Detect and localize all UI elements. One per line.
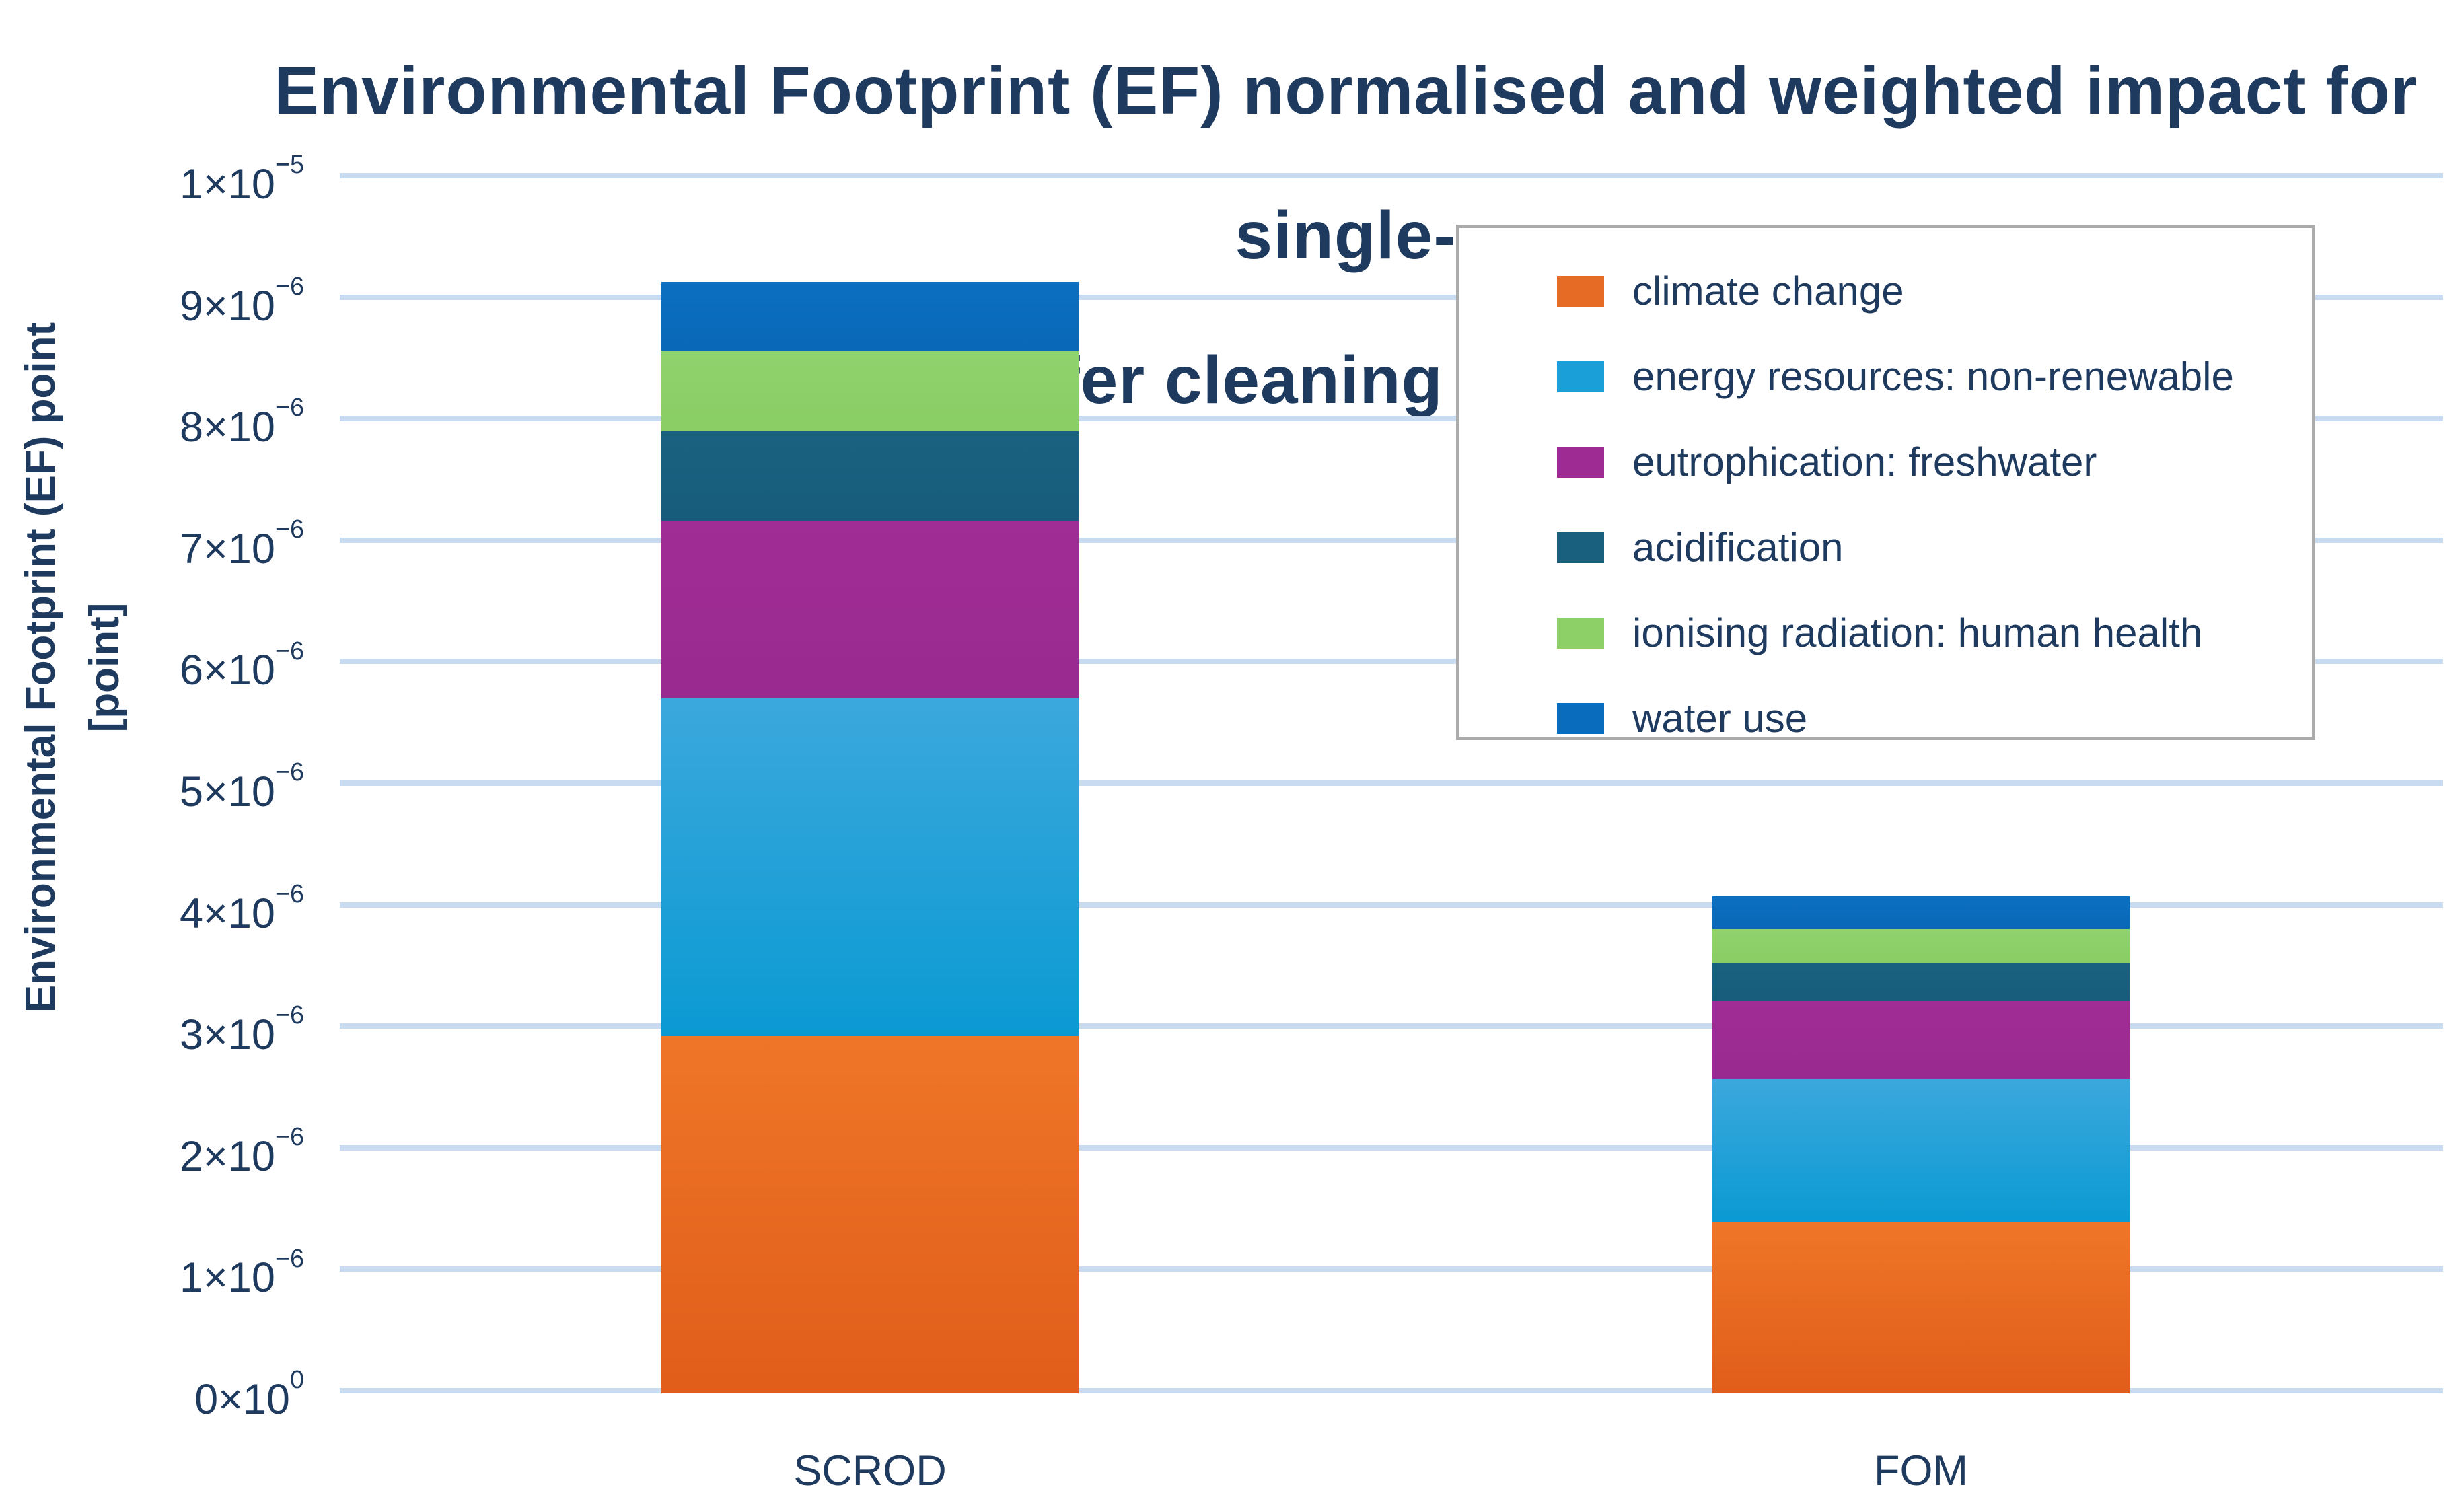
legend-item: eutrophication: freshwater: [1459, 419, 2312, 505]
legend-item: water use: [1459, 676, 2312, 761]
y-tick-label: 4×10−6: [180, 879, 304, 937]
legend: climate change energy resources: non-rene…: [1456, 225, 2315, 741]
bar-segment: [661, 281, 1079, 351]
legend-label: water use: [1632, 696, 1808, 741]
bar-scrod: [661, 281, 1079, 1393]
gridline: [340, 1144, 2443, 1151]
legend-label: climate change: [1632, 268, 1904, 314]
x-axis-label-scrod: SCROD: [793, 1447, 947, 1493]
legend-item: energy resources: non-renewable: [1459, 334, 2312, 419]
gridline: [340, 294, 2443, 300]
y-tick-label: 7×10−6: [180, 515, 304, 573]
legend-swatch: [1557, 617, 1604, 649]
bar-segment: [1712, 929, 2130, 963]
bar-segment: [1712, 963, 2130, 1001]
gridline: [340, 1023, 2443, 1029]
bar-segment: [1712, 1222, 2130, 1393]
bar-segment: [661, 698, 1079, 1037]
gridline: [340, 780, 2443, 786]
y-tick-label: 9×10−6: [180, 272, 304, 330]
legend-swatch: [1557, 702, 1604, 734]
y-tick-label: 0×100: [194, 1366, 304, 1423]
legend-item: ionising radiation: human health: [1459, 590, 2312, 676]
gridline: [340, 416, 2443, 422]
legend-swatch: [1557, 532, 1604, 563]
bar-segment: [1712, 1079, 2130, 1223]
y-tick-label: 3×10−6: [180, 1001, 304, 1059]
y-tick-label: 6×10−6: [180, 636, 304, 694]
bar-segment: [661, 521, 1079, 698]
gridline: [340, 659, 2443, 665]
legend-label: eutrophication: freshwater: [1632, 439, 2097, 484]
legend-label: energy resources: non-renewable: [1632, 354, 2234, 399]
plot-area: [340, 173, 2443, 1393]
bar-segment: [1712, 896, 2130, 930]
y-tick-label: 5×10−6: [180, 758, 304, 815]
y-tick-label: 1×10−5: [180, 151, 304, 208]
legend-item: climate change: [1459, 248, 2312, 334]
bar-segment: [661, 1036, 1079, 1393]
legend-swatch: [1557, 275, 1604, 307]
bar-segment: [661, 431, 1079, 521]
chart-title-line1: Environmental Footprint (EF) normalised …: [274, 53, 2418, 273]
gridline: [340, 1388, 2443, 1393]
bar-fom: [1712, 896, 2130, 1393]
y-tick-label: 1×10−6: [180, 1244, 304, 1302]
gridline: [340, 902, 2443, 908]
x-axis-label-fom: FOM: [1874, 1447, 1968, 1493]
gridline: [340, 173, 2443, 178]
legend-swatch: [1557, 361, 1604, 392]
bar-segment: [661, 351, 1079, 431]
legend-label: acidification: [1632, 525, 1844, 570]
legend-item: acidification: [1459, 505, 2312, 590]
legend-swatch: [1557, 446, 1604, 478]
gridline: [340, 1266, 2443, 1272]
bar-segment: [1712, 1000, 2130, 1079]
y-tick-label: 8×10−6: [180, 394, 304, 451]
legend-label: ionising radiation: human health: [1632, 610, 2203, 655]
gridline: [340, 537, 2443, 543]
y-tick-label: 2×10−6: [180, 1122, 304, 1180]
